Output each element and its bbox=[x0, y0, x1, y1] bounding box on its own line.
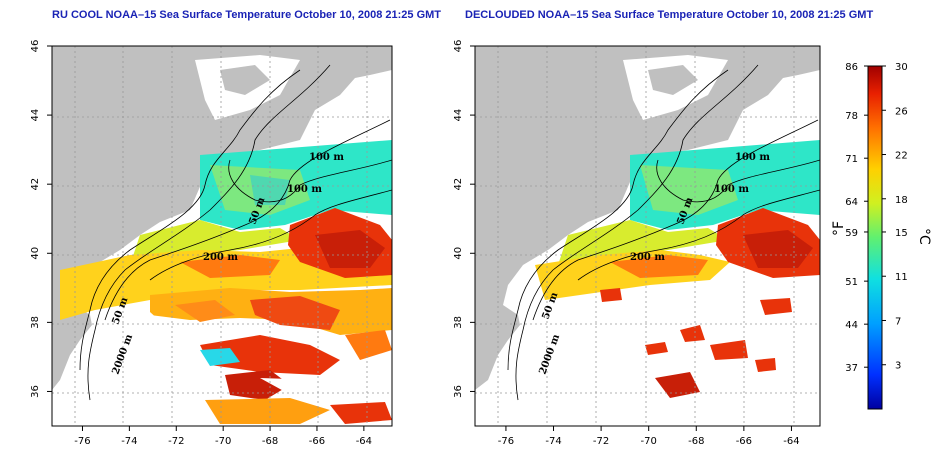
fahrenheit-label: 59 bbox=[845, 228, 858, 239]
celsius-label: 22 bbox=[895, 151, 908, 162]
y-tick-label: 44 bbox=[30, 109, 41, 122]
x-tick-label: -64 bbox=[356, 436, 372, 447]
x-tick-label: -72 bbox=[593, 436, 609, 447]
x-tick-label: -64 bbox=[783, 436, 799, 447]
x-tick-label: -70 bbox=[641, 436, 657, 447]
left-map bbox=[52, 46, 392, 426]
y-tick-label: 42 bbox=[30, 178, 41, 191]
right-map bbox=[475, 46, 820, 426]
fahrenheit-unit: °F bbox=[831, 221, 847, 236]
colorbar bbox=[867, 65, 883, 410]
celsius-label: 15 bbox=[895, 228, 908, 239]
fahrenheit-label: 37 bbox=[845, 363, 858, 374]
contour-label: 100 m bbox=[287, 184, 322, 195]
axis-ticks: -76 -74 -72 -70 -68 -66 -64 36 38 40 42 44 46 -76 -74 -… bbox=[30, 40, 800, 447]
y-tick-label: 38 bbox=[453, 316, 464, 329]
fahrenheit-label: 51 bbox=[845, 277, 858, 288]
celsius-label: 26 bbox=[895, 106, 908, 117]
y-tick-label: 42 bbox=[453, 178, 464, 191]
y-tick-label: 38 bbox=[30, 316, 41, 329]
y-tick-label: 46 bbox=[30, 40, 41, 53]
x-tick-label: -68 bbox=[688, 436, 704, 447]
y-tick-label: 44 bbox=[453, 109, 464, 122]
celsius-label: 18 bbox=[895, 195, 908, 206]
contour-label: 100 m bbox=[309, 152, 344, 163]
fahrenheit-label: 71 bbox=[845, 154, 858, 165]
celsius-label: 11 bbox=[895, 272, 908, 283]
y-tick-label: 36 bbox=[453, 385, 464, 398]
contour-label: 100 m bbox=[735, 152, 770, 163]
x-tick-label: -74 bbox=[121, 436, 137, 447]
celsius-label: 30 bbox=[895, 62, 908, 73]
x-tick-label: -66 bbox=[736, 436, 752, 447]
colorbar-labels: 30 26 22 18 15 11 7 3 86 78 71 64 59 51 44 37 bbox=[845, 62, 907, 374]
fahrenheit-label: 64 bbox=[845, 197, 858, 208]
y-tick-label: 40 bbox=[30, 247, 41, 260]
celsius-label: 3 bbox=[895, 361, 901, 372]
land-right bbox=[475, 46, 820, 390]
right-map-frame bbox=[474, 45, 821, 427]
contour-label: 200 m bbox=[203, 252, 238, 263]
fahrenheit-label: 86 bbox=[845, 62, 858, 73]
x-tick-label: -70 bbox=[215, 436, 231, 447]
contour-label: 100 m bbox=[714, 184, 749, 195]
x-tick-label: -74 bbox=[545, 436, 561, 447]
x-tick-label: -76 bbox=[498, 436, 514, 447]
fahrenheit-label: 44 bbox=[845, 320, 858, 331]
x-tick-label: -76 bbox=[74, 436, 90, 447]
contour-label: 200 m bbox=[630, 252, 665, 263]
y-tick-label: 40 bbox=[453, 247, 464, 260]
fahrenheit-label: 78 bbox=[845, 111, 858, 122]
celsius-unit: °C bbox=[916, 228, 932, 245]
x-tick-label: -68 bbox=[262, 436, 278, 447]
x-tick-label: -66 bbox=[309, 436, 325, 447]
land-left bbox=[52, 46, 392, 390]
right-map-title: DECLOUDED NOAA–15 Sea Surface Temperatur… bbox=[465, 9, 874, 21]
y-tick-label: 36 bbox=[30, 385, 41, 398]
y-tick-label: 46 bbox=[453, 40, 464, 53]
left-map-frame bbox=[51, 45, 393, 427]
x-tick-label: -72 bbox=[168, 436, 184, 447]
celsius-label: 7 bbox=[895, 316, 901, 327]
left-map-title: RU COOL NOAA–15 Sea Surface Temperature … bbox=[52, 9, 442, 21]
